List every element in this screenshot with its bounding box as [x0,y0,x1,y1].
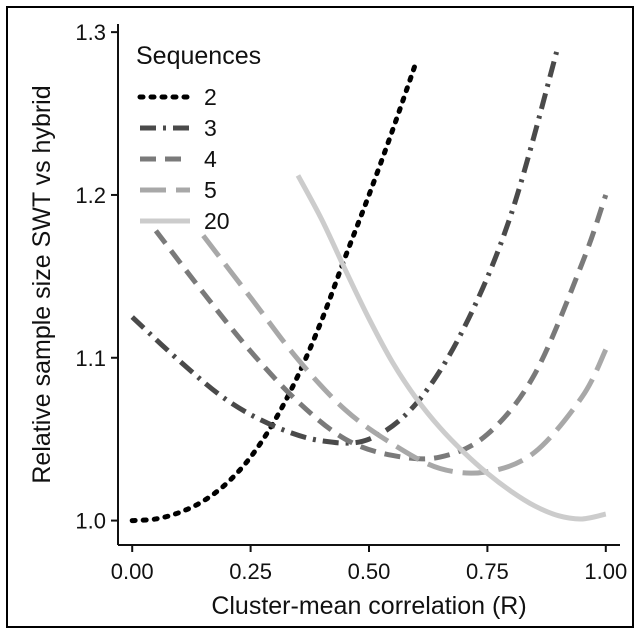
series-line-3 [130,44,561,446]
x-tick-label: 0.75 [466,559,509,584]
series-layer [129,44,609,524]
series-line-5 [201,234,609,476]
y-tick-label: 1.3 [75,20,106,45]
series-line-20 [295,174,607,522]
series-line-4 [153,194,609,462]
legend-label: 5 [204,177,217,203]
series-line-2 [129,58,419,524]
chart-frame [6,6,634,628]
y-axis-title: Relative sample size SWT vs hybrid [28,85,56,483]
y-tick-label: 1.0 [75,509,106,534]
x-tick-label: 1.00 [584,559,627,584]
x-tick-label: 0.25 [229,559,272,584]
y-tick-label: 1.1 [75,346,106,371]
x-axis-title: Cluster-mean correlation (R) [211,592,526,620]
axes: 0.00 0.25 0.50 0.75 1.00 1.0 1.1 1.2 1.3 Cluster-… [28,20,627,620]
x-tick-label: 0.50 [348,559,391,584]
legend: Sequences 2 3 4 5 20 [136,42,261,234]
legend-label: 20 [204,208,230,234]
legend-label: 3 [204,115,217,141]
x-tick-label: 0.00 [111,559,154,584]
legend-title: Sequences [136,42,261,70]
legend-label: 4 [204,146,217,172]
y-tick-label: 1.2 [75,183,106,208]
legend-label: 2 [204,84,217,110]
